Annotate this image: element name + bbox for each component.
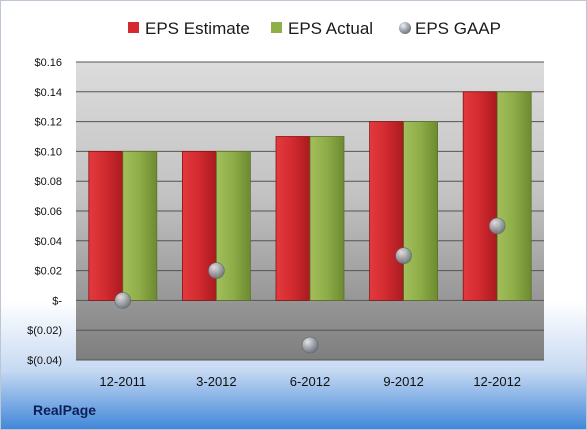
y-tick-label: $0.16 — [34, 57, 62, 69]
marker-eps-gaap — [301, 336, 319, 354]
bar-eps-actual — [403, 121, 439, 301]
y-axis-ticks: $0.16 $0.14 $0.12 $0.10 $0.08 $0.06 $0.04 $0.02… — [27, 57, 62, 367]
y-tick-label: $- — [52, 295, 62, 307]
legend-swatch-actual — [271, 22, 282, 33]
bar-eps-actual — [496, 91, 532, 301]
x-axis-categories: 12-2011 3-2012 6-2012 9-2012 12-2012 — [99, 374, 521, 389]
legend-swatch-estimate — [128, 22, 139, 33]
legend-label-estimate: EPS Estimate — [145, 19, 250, 38]
x-category-label: 9-2012 — [383, 374, 423, 389]
y-tick-label: $0.04 — [34, 236, 62, 248]
marker-eps-gaap — [114, 292, 132, 309]
bar-eps-estimate — [369, 121, 405, 301]
bar-eps-actual — [309, 136, 345, 301]
marker-eps-gaap — [208, 262, 225, 279]
marker-eps-gaap — [395, 247, 412, 264]
legend: EPS Estimate EPS Actual EPS GAAP — [128, 19, 501, 38]
bar-eps-actual — [122, 150, 158, 301]
legend-label-gaap: EPS GAAP — [415, 19, 501, 38]
y-tick-label: $(0.04) — [27, 355, 62, 367]
x-category-label: 12-2012 — [473, 374, 521, 389]
y-tick-label: $0.08 — [34, 176, 62, 188]
x-category-label: 3-2012 — [196, 374, 236, 389]
y-tick-label: $0.10 — [34, 146, 62, 158]
bar-eps-actual — [215, 150, 251, 301]
y-tick-label: $(0.02) — [27, 325, 62, 337]
legend-swatch-gaap — [399, 22, 411, 34]
bar-eps-estimate — [181, 150, 217, 301]
x-category-label: 12-2011 — [99, 374, 146, 389]
y-tick-label: $0.14 — [34, 87, 62, 99]
gaap-markers — [114, 217, 506, 354]
y-tick-label: $0.02 — [34, 266, 62, 278]
y-tick-label: $0.06 — [34, 206, 62, 218]
legend-label-actual: EPS Actual — [288, 19, 373, 38]
company-name: RealPage — [33, 402, 96, 418]
y-tick-label: $0.12 — [34, 117, 62, 129]
bar-eps-estimate — [462, 91, 498, 301]
bar-eps-estimate — [275, 136, 311, 301]
x-category-label: 6-2012 — [290, 374, 330, 389]
bar-eps-estimate — [88, 150, 124, 301]
marker-eps-gaap — [488, 217, 506, 235]
